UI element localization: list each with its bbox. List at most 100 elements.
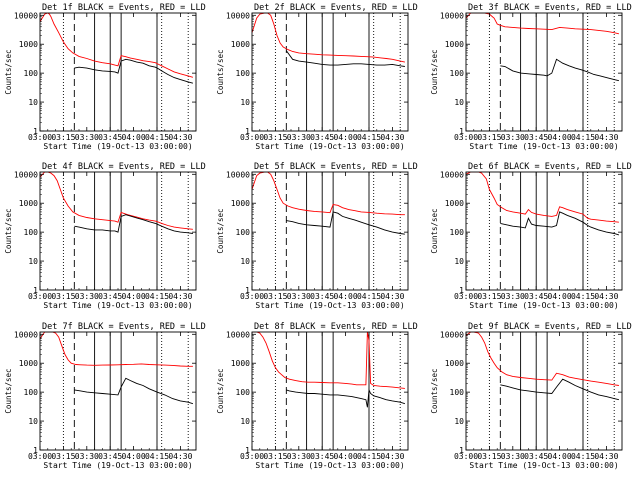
y-tick-label: 1000	[19, 359, 38, 368]
series-group	[466, 172, 620, 236]
y-axis-label: Counts/sec	[4, 208, 13, 253]
series-group	[40, 172, 193, 234]
y-tick-label: 1	[245, 446, 250, 455]
y-tick-label: 10	[28, 257, 38, 266]
events-series-line	[500, 378, 620, 401]
x-tick-label: 04:00	[548, 133, 572, 142]
x-tick-label: 03:30	[75, 452, 99, 461]
lld-series-line	[466, 13, 620, 35]
x-tick-label: 04:30	[380, 133, 404, 142]
x-tick-label: 03:00	[240, 452, 264, 461]
x-tick-label: 03:45	[310, 133, 334, 142]
y-tick-label: 100	[24, 388, 39, 397]
panel-det-2: Det 2f BLACK = Events, RED = LLD 03:00 03:…	[216, 3, 418, 151]
y-axis-label: Counts/sec	[216, 208, 225, 253]
x-tick-label: 03:15	[477, 133, 501, 142]
lld-series-line	[466, 332, 619, 386]
x-axis-label: Start Time (19-Oct-13 03:00:00)	[43, 301, 192, 310]
y-tick-label: 100	[450, 388, 465, 397]
panel-title: Det 2f BLACK = Events, RED = LLD	[254, 3, 418, 13]
x-tick-label: 04:15	[571, 292, 595, 301]
events-series-line	[74, 377, 194, 405]
x-tick-label: 03:00	[28, 133, 52, 142]
x-tick-label: 03:15	[477, 292, 501, 301]
x-tick-label: 04:15	[571, 133, 595, 142]
x-axis-label: Start Time (19-Oct-13 03:00:00)	[43, 461, 192, 470]
panel-title: Det 9f BLACK = Events, RED = LLD	[468, 322, 632, 332]
panel-title: Det 6f BLACK = Events, RED = LLD	[468, 162, 632, 172]
y-tick-label: 10000	[14, 170, 38, 179]
x-tick-label: 04:00	[548, 452, 572, 461]
y-tick-label: 1	[459, 127, 464, 136]
x-tick-label: 04:00	[122, 133, 146, 142]
y-tick-label: 1000	[231, 359, 250, 368]
y-axis-label: Counts/sec	[216, 49, 225, 94]
x-tick-label: 04:00	[334, 133, 358, 142]
y-tick-label: 1	[33, 286, 38, 295]
x-tick-label: 04:15	[357, 133, 381, 142]
series-group	[40, 13, 194, 84]
x-tick-label: 03:15	[263, 292, 287, 301]
x-tick-label: 03:45	[524, 452, 548, 461]
plot-frame	[251, 331, 409, 451]
panel-title: Det 1f BLACK = Events, RED = LLD	[42, 3, 206, 13]
y-tick-label: 1	[33, 127, 38, 136]
x-tick-label: 04:30	[168, 292, 192, 301]
series-group	[40, 332, 194, 405]
y-axis-label: Counts/sec	[216, 368, 225, 413]
lld-series-line	[252, 332, 405, 389]
y-axis-label: Counts/sec	[4, 368, 13, 413]
x-axis-label: Start Time (19-Oct-13 03:00:00)	[255, 461, 404, 470]
x-axis-label: Start Time (19-Oct-13 03:00:00)	[255, 301, 404, 310]
lld-series-line	[40, 332, 193, 367]
x-tick-label: 04:30	[168, 452, 192, 461]
y-tick-label: 10000	[440, 330, 464, 339]
y-axis-label: Counts/sec	[4, 49, 13, 94]
panel-det-1: Det 1f BLACK = Events, RED = LLD 03:00 03:…	[4, 3, 206, 151]
y-tick-label: 1	[245, 286, 250, 295]
x-tick-label: 03:00	[240, 133, 264, 142]
y-tick-label: 1000	[19, 199, 38, 208]
plot-frame	[251, 171, 409, 291]
events-series-line	[74, 214, 193, 234]
x-axis-label: Start Time (19-Oct-13 03:00:00)	[469, 461, 618, 470]
y-tick-label: 1	[245, 127, 250, 136]
events-series-line	[286, 388, 406, 408]
y-tick-label: 100	[450, 69, 465, 78]
x-tick-label: 03:00	[454, 292, 478, 301]
y-tick-label: 1000	[445, 359, 464, 368]
y-tick-label: 100	[24, 69, 39, 78]
y-tick-label: 1	[459, 286, 464, 295]
x-tick-label: 04:00	[548, 292, 572, 301]
y-tick-label: 100	[236, 69, 251, 78]
lld-series-line	[252, 13, 405, 63]
y-tick-label: 10000	[226, 11, 250, 20]
y-tick-label: 100	[24, 228, 39, 237]
x-tick-label: 03:30	[501, 452, 525, 461]
x-tick-label: 04:00	[334, 452, 358, 461]
x-tick-label: 03:15	[51, 133, 75, 142]
panel-title: Det 7f BLACK = Events, RED = LLD	[42, 322, 206, 332]
y-tick-label: 10000	[440, 170, 464, 179]
series-group	[466, 332, 620, 401]
y-tick-label: 10000	[226, 330, 250, 339]
x-tick-label: 03:00	[28, 452, 52, 461]
x-axis-label: Start Time (19-Oct-13 03:00:00)	[469, 142, 618, 151]
y-tick-label: 10000	[14, 330, 38, 339]
y-tick-label: 1000	[445, 40, 464, 49]
y-tick-label: 10000	[440, 11, 464, 20]
y-tick-label: 10	[454, 257, 464, 266]
y-axis-label: Counts/sec	[430, 368, 439, 413]
x-tick-label: 04:15	[357, 292, 381, 301]
y-tick-label: 10	[454, 417, 464, 426]
x-tick-label: 03:45	[310, 452, 334, 461]
series-group	[252, 172, 405, 235]
x-tick-label: 03:30	[75, 292, 99, 301]
x-tick-label: 04:15	[145, 133, 169, 142]
x-tick-label: 03:30	[287, 133, 311, 142]
x-tick-label: 04:00	[122, 452, 146, 461]
